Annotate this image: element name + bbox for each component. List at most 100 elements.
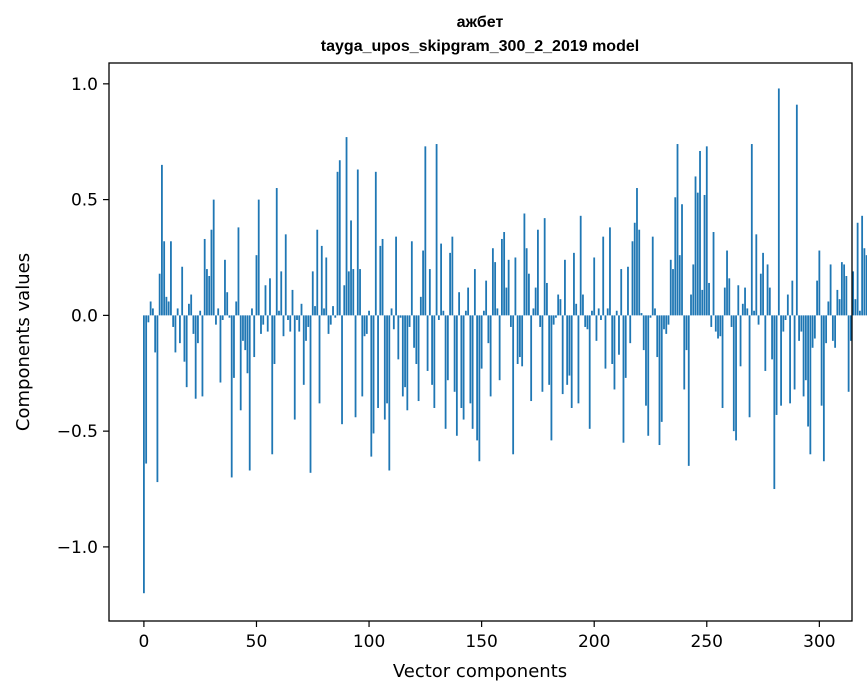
bar-79: [320, 245, 323, 316]
bar-6: [156, 315, 159, 483]
bar-116: [404, 315, 406, 388]
bar-212: [620, 269, 623, 316]
bar-155: [491, 248, 494, 316]
bar-9: [163, 241, 166, 316]
bar-292: [800, 315, 803, 332]
bar-37: [226, 292, 229, 316]
bar-179: [546, 282, 548, 316]
bar-273: [757, 315, 760, 325]
bar-84: [332, 306, 334, 316]
bar-216: [629, 315, 632, 344]
y-tick-label: 1.0: [71, 75, 98, 95]
bar-142: [462, 315, 465, 420]
bar-88: [341, 315, 343, 425]
bar-11: [167, 301, 170, 316]
bar-14: [174, 315, 177, 353]
x-tick-label: 100: [353, 632, 385, 652]
bar-235: [672, 269, 674, 316]
bar-198: [588, 315, 591, 429]
bar-204: [602, 236, 605, 316]
x-axis-ticks: 0 50 100 150 200 250 300: [138, 621, 836, 652]
bar-182: [552, 315, 555, 325]
bar-24: [197, 315, 199, 344]
bar-205: [604, 315, 607, 369]
bar-141: [460, 315, 463, 408]
bar-128: [431, 315, 433, 385]
bar-118: [408, 315, 411, 327]
bar-207: [609, 227, 611, 316]
bar-148: [476, 315, 479, 441]
bar-309: [838, 299, 841, 316]
bar-117: [406, 315, 409, 411]
bar-3: [149, 301, 152, 316]
bar-263: [735, 315, 737, 441]
bar-89: [343, 285, 346, 316]
bar-137: [451, 236, 454, 316]
bar-172: [530, 315, 533, 402]
bar-151: [482, 310, 485, 316]
bar-291: [798, 315, 800, 341]
bar-163: [509, 315, 512, 327]
bar-102: [372, 315, 375, 434]
bar-107: [383, 315, 386, 420]
bar-45: [244, 315, 247, 351]
bar-255: [717, 315, 719, 339]
bar-250: [705, 146, 708, 316]
bar-306: [831, 315, 834, 341]
bar-282: [777, 88, 780, 316]
bar-126: [426, 315, 429, 371]
bar-158: [498, 315, 501, 381]
bar-39: [230, 315, 233, 478]
bar-104: [377, 315, 379, 408]
bar-176: [539, 315, 542, 327]
bar-227: [654, 308, 656, 316]
bar-22: [192, 315, 195, 334]
y-tick-label: −0.5: [57, 422, 98, 442]
bar-189: [568, 315, 571, 376]
bar-226: [651, 236, 654, 316]
bar-203: [600, 315, 602, 320]
bar-140: [458, 292, 461, 316]
bar-194: [579, 215, 582, 316]
x-tick-label: 0: [138, 632, 149, 652]
bar-232: [665, 315, 668, 334]
bar-242: [687, 315, 690, 466]
bar-129: [433, 315, 436, 408]
bar-272: [755, 234, 758, 316]
bar-311: [843, 264, 846, 316]
bar-58: [273, 315, 276, 364]
bar-277: [766, 264, 769, 316]
bar-70: [300, 303, 303, 316]
bar-139: [455, 315, 458, 436]
bar-184: [557, 294, 560, 316]
bar-28: [206, 269, 208, 316]
bar-248: [701, 289, 704, 316]
bar-206: [606, 308, 609, 316]
bar-208: [611, 315, 614, 364]
bar-74: [309, 315, 312, 473]
bar-318: [858, 310, 861, 316]
bar-40: [233, 315, 235, 378]
bar-233: [667, 315, 670, 325]
bar-71: [302, 315, 305, 385]
bar-214: [624, 315, 627, 378]
bar-113: [397, 315, 400, 360]
bar-105: [379, 245, 382, 316]
bar-119: [410, 241, 413, 316]
bar-252: [710, 315, 713, 327]
bar-196: [584, 315, 587, 327]
bar-143: [464, 310, 467, 316]
bar-157: [496, 308, 499, 316]
bar-260: [728, 278, 731, 316]
chart-subtitle: tayga_upos_skipgram_300_2_2019 model: [321, 38, 639, 55]
bar-193: [577, 315, 580, 404]
bar-0: [143, 315, 145, 594]
bar-315: [852, 271, 855, 316]
bar-77: [316, 229, 319, 316]
bar-80: [323, 308, 325, 316]
bar-300: [818, 250, 821, 316]
bar-29: [208, 276, 211, 316]
chart-title: ажбет: [457, 14, 504, 31]
bar-258: [723, 287, 726, 316]
